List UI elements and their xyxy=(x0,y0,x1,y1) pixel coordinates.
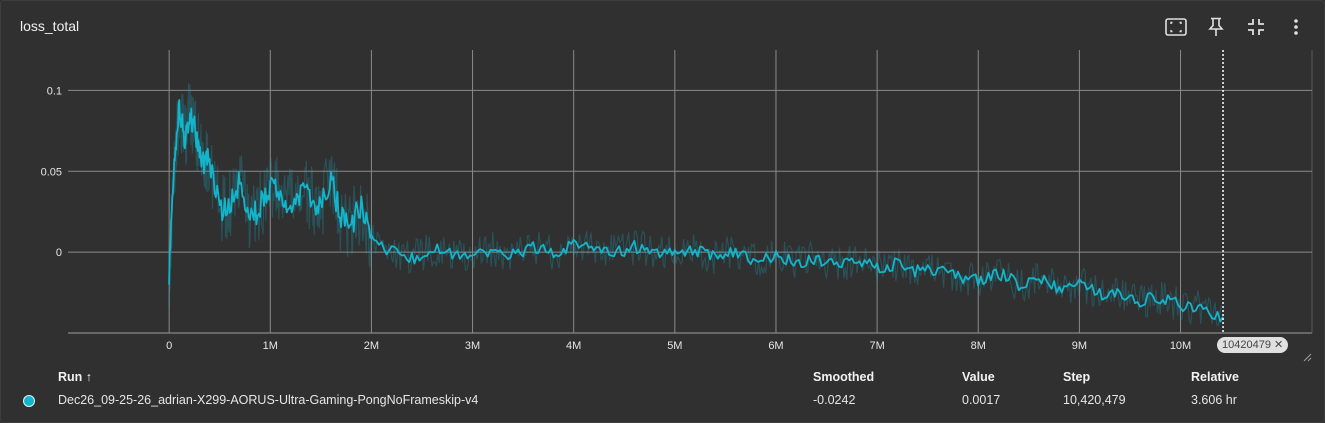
legend-header-smoothed: Smoothed xyxy=(813,370,875,384)
collapse-button[interactable] xyxy=(1236,15,1276,39)
loss-chart[interactable]: 0 1M 2M 3M 4M 5M 6M 7M 8M 9M 10M 0.1 0.05 0 xyxy=(0,0,1325,365)
legend-value: 0.0017 xyxy=(962,393,1001,407)
x-tick-label: 6M xyxy=(768,340,783,352)
y-tick-label: 0.05 xyxy=(41,166,62,178)
pin-button[interactable] xyxy=(1196,15,1236,39)
fit-domain-icon xyxy=(1165,18,1187,36)
x-tick-label: 3M xyxy=(465,340,480,352)
legend-header-step: Step xyxy=(1063,370,1091,384)
x-tick-label: 8M xyxy=(971,340,986,352)
pin-icon xyxy=(1208,17,1224,36)
step-cursor-label: 10420479 xyxy=(1222,339,1271,351)
x-tick-label: 2M xyxy=(364,340,379,352)
legend-header-value: Value xyxy=(962,370,995,384)
step-cursor-badge[interactable]: 10420479 ✕ xyxy=(1217,337,1289,353)
x-tick-label: 9M xyxy=(1072,340,1087,352)
series-raw-line xyxy=(168,83,1223,327)
close-icon[interactable]: ✕ xyxy=(1273,339,1284,351)
y-tick-label: 0.1 xyxy=(47,85,62,97)
chart-toolbar xyxy=(1156,15,1316,39)
run-color-dot xyxy=(23,395,35,407)
collapse-icon xyxy=(1248,19,1264,35)
legend-run-name: Dec26_09-25-26_adrian-X299-AORUS-Ultra-G… xyxy=(58,393,479,407)
chart-title: loss_total xyxy=(20,18,80,34)
more-button[interactable] xyxy=(1276,15,1316,39)
x-tick-label: 5M xyxy=(667,340,682,352)
y-tick-label: 0 xyxy=(56,247,62,259)
fit-domain-button[interactable] xyxy=(1156,15,1196,39)
legend-step: 10,420,479 xyxy=(1063,393,1126,407)
x-tick-label: 0 xyxy=(166,340,172,352)
x-tick-label: 1M xyxy=(263,340,278,352)
more-vert-icon xyxy=(1294,19,1298,35)
legend-smoothed-value: -0.0242 xyxy=(813,393,856,407)
series-smoothed-line xyxy=(168,99,1224,323)
legend-header-relative: Relative xyxy=(1191,370,1239,384)
legend-relative: 3.606 hr xyxy=(1191,393,1237,407)
x-tick-label: 10M xyxy=(1170,340,1191,352)
x-tick-label: 7M xyxy=(869,340,884,352)
resize-handle-icon xyxy=(1303,353,1312,362)
legend-header-run[interactable]: Run ↑ xyxy=(58,370,93,384)
x-tick-label: 4M xyxy=(566,340,581,352)
